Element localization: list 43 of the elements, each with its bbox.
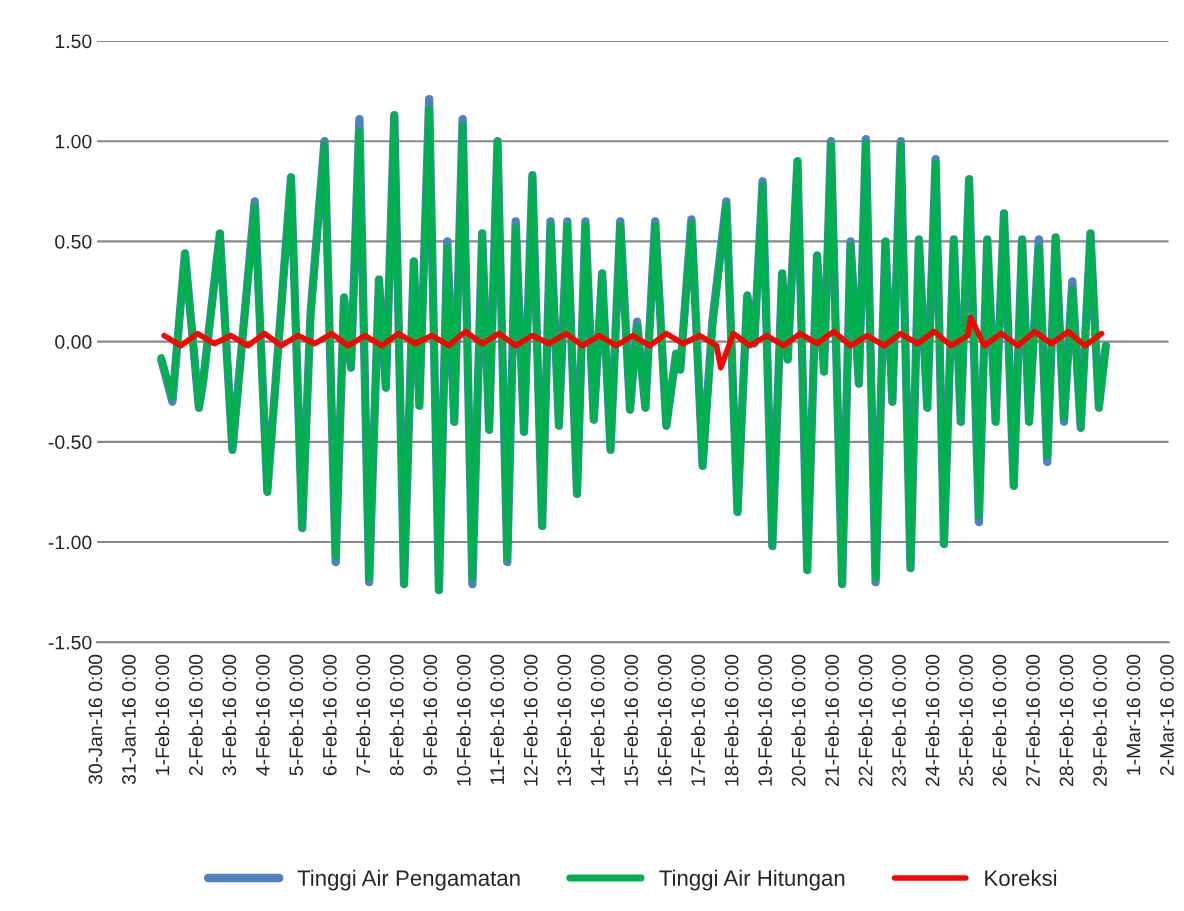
x-tick-label: 22-Feb-16 0:00 [858,654,873,787]
legend-label: Tinggi Air Pengamatan [297,869,520,891]
x-tick-label: 15-Feb-16 0:00 [623,654,639,786]
legend-label: Tinggi Air Hitungan [659,869,845,891]
x-tick-label: 2-Feb-16 0:00 [188,654,203,776]
x-tick-label: 26-Feb-16 0:00 [992,654,1007,787]
x-tick-label: 25-Feb-16 0:00 [958,654,973,787]
x-tick-label: 1-Feb-16 0:00 [155,654,170,775]
y-tick-label: 1.50 [55,34,92,49]
y-tick-label: 0.00 [55,335,92,349]
y-tick-label: 0.50 [55,234,92,249]
legend-label: Koreksi [985,869,1057,887]
y-tick-label: 1.00 [55,134,92,149]
x-tick-label: 3-Feb-16 0:00 [221,654,237,776]
x-tick-label: 20-Feb-16 0:00 [791,654,806,787]
x-tick-label: 2-Mar-16 0:00 [1160,654,1174,776]
x-tick-label: 28-Feb-16 0:00 [1059,654,1074,787]
x-tick-label: 29-Feb-16 0:00 [1092,654,1107,787]
x-tick-label: 9-Feb-16 0:00 [422,654,438,776]
x-tick-label: 18-Feb-16 0:00 [724,654,739,786]
x-tick-label: 10-Feb-16 0:00 [456,654,471,786]
x-tick-label: 16-Feb-16 0:00 [657,654,672,786]
x-tick-label: 21-Feb-16 0:00 [824,654,839,787]
x-tick-label: 1-Mar-16 0:00 [1126,654,1141,775]
x-tick-label: 24-Feb-16 0:00 [925,654,940,787]
y-tick-label: -1.00 [48,535,92,550]
y-tick-label: -1.50 [48,635,92,650]
x-tick-label: 17-Feb-16 0:00 [690,654,706,786]
x-tick-label: 7-Feb-16 0:00 [355,654,371,776]
y-tick-label: -0.50 [48,435,92,450]
x-tick-label: 6-Feb-16 0:00 [322,654,337,776]
x-tick-label: 11-Feb-16 0:00 [489,654,505,785]
x-tick-label: 12-Feb-16 0:00 [523,654,538,786]
x-tick-label: 23-Feb-16 0:00 [891,654,906,787]
x-tick-label: 31-Jan-16 0:00 [122,654,136,785]
x-tick-label: 13-Feb-16 0:00 [556,654,572,786]
x-tick-label: 14-Feb-16 0:00 [590,654,605,786]
x-tick-label: 30-Jan-16 0:00 [88,654,103,785]
x-tick-label: 4-Feb-16 0:00 [255,654,270,776]
x-tick-label: 8-Feb-16 0:00 [389,654,404,776]
x-tick-label: 5-Feb-16 0:00 [288,654,304,776]
x-tick-label: 19-Feb-16 0:00 [757,654,773,786]
x-tick-label: 27-Feb-16 0:00 [1025,654,1040,787]
